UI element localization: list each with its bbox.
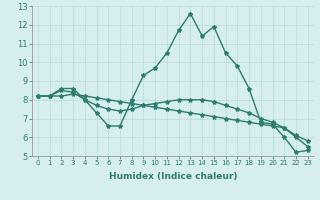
X-axis label: Humidex (Indice chaleur): Humidex (Indice chaleur) bbox=[108, 172, 237, 181]
